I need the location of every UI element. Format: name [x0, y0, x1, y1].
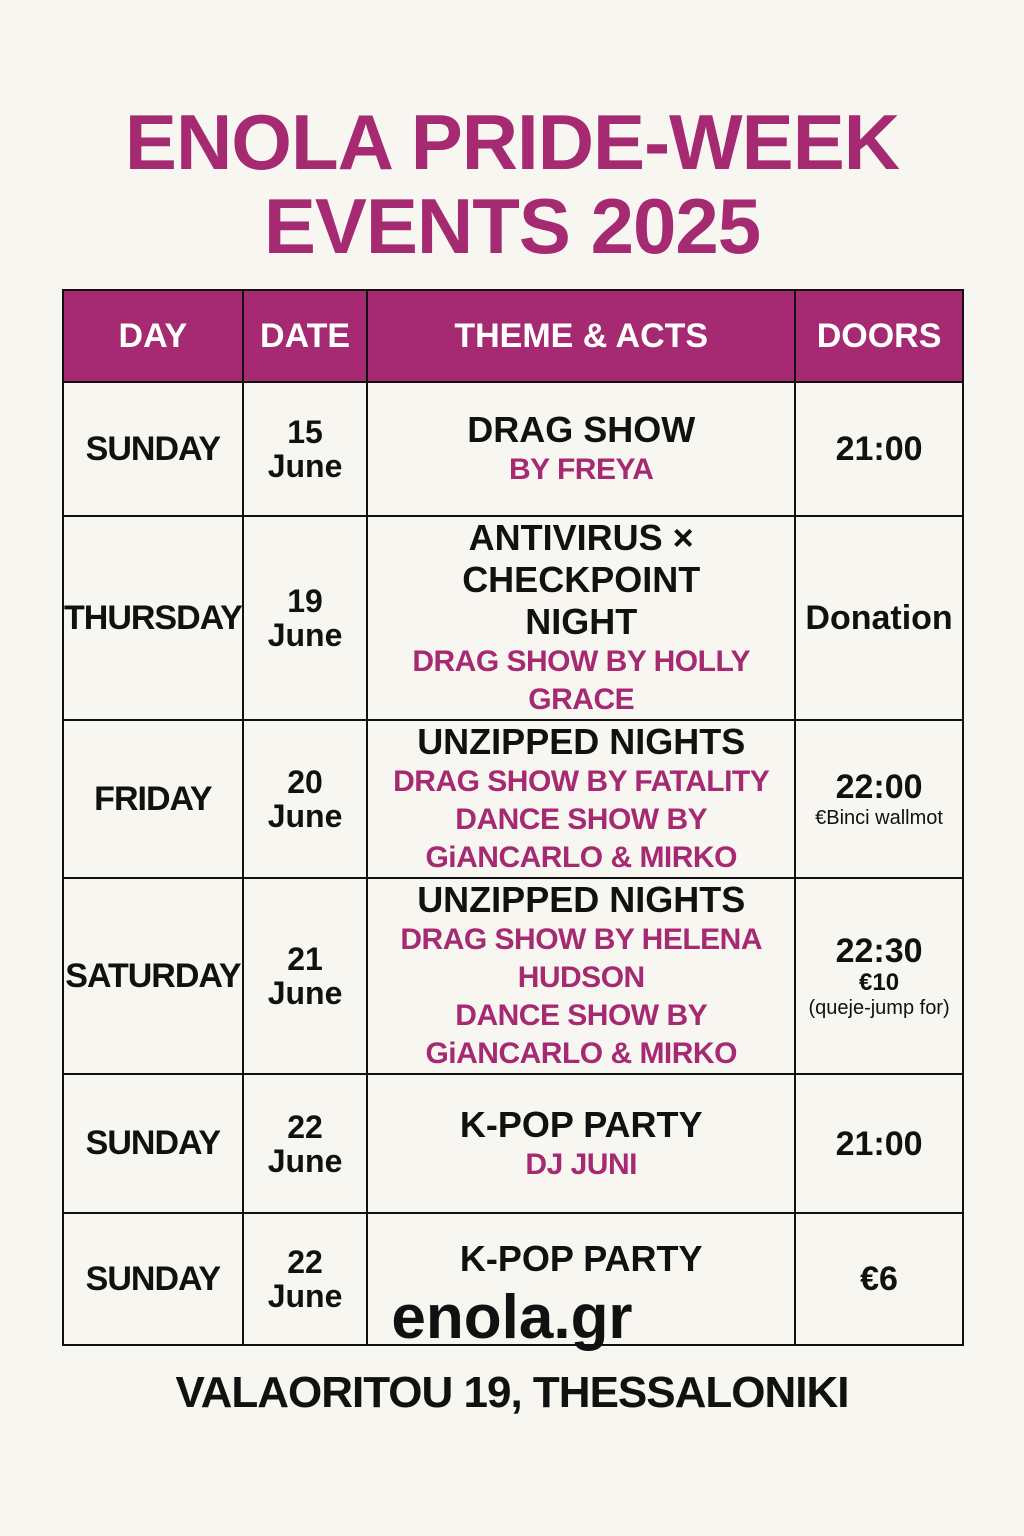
theme: K-POP PARTY: [459, 1103, 703, 1145]
date-day: 22: [287, 1244, 323, 1280]
title-line-2: EVENTS 2025: [263, 182, 761, 270]
date-cell: 22 June: [241, 1073, 369, 1214]
day-cell: SATURDAY: [62, 877, 244, 1075]
day-cell: FRIDAY: [62, 719, 244, 879]
doors-cell: Donation: [794, 515, 964, 721]
act: DRAG SHOW BY FATALITY: [393, 765, 770, 798]
doors-note: €Binci wallmot: [815, 807, 943, 829]
header-doors: DOORS: [794, 289, 964, 383]
day-cell: SUNDAY: [62, 1073, 244, 1214]
doors-cell: 21:00: [794, 1073, 964, 1214]
table-row: SUNDAY 22 June K-POP PARTY €6: [62, 1212, 964, 1346]
theme-cell: ANTIVIRUS × CHECKPOINT NIGHT DRAG SHOW BY…: [366, 515, 797, 721]
table-row: THURSDAY 19 June ANTIVIRUS × CHECKPOINT N…: [62, 515, 964, 721]
theme: ANTIVIRUS × CHECKPOINT NIGHT: [462, 517, 701, 642]
doors-cell: 22:00 €Binci wallmot: [794, 719, 964, 879]
theme-cell: DRAG SHOW BY FREYA: [366, 381, 797, 517]
act: BY FREYA: [509, 453, 654, 486]
date-month: June: [267, 975, 343, 1011]
theme: K-POP PARTY: [459, 1238, 703, 1279]
date-month: June: [267, 1278, 343, 1314]
theme-cell: K-POP PARTY DJ JUNI: [366, 1073, 797, 1214]
poster-title: ENOLA PRIDE-WEEK EVENTS 2025: [0, 100, 1024, 268]
day-cell: SUNDAY: [62, 1212, 244, 1346]
doors-value: 22:00: [835, 768, 923, 806]
date-cell: 20 June: [241, 719, 369, 879]
theme-cell: UNZIPPED NIGHTS DRAG SHOW BY FATALITY DANC…: [366, 719, 797, 879]
date-cell: 22 June: [241, 1212, 369, 1346]
doors-note: €10: [859, 969, 900, 996]
header-day: DAY: [62, 289, 244, 383]
theme-cell: UNZIPPED NIGHTS DRAG SHOW BY HELENA HUDSO…: [366, 877, 797, 1075]
day-cell: SUNDAY: [62, 381, 244, 517]
doors-cell: €6: [794, 1212, 964, 1346]
doors-cell: 22:30 €10 (queje-jump for): [794, 877, 964, 1075]
theme-cell: K-POP PARTY: [366, 1212, 797, 1346]
address: VALAORITOU 19, THESSALONIKI: [175, 1368, 849, 1417]
title-line-1: ENOLA PRIDE-WEEK: [124, 98, 900, 186]
date-day: 19: [287, 583, 323, 619]
act: DRAG SHOW BY HOLLY GRACE: [412, 645, 751, 716]
doors-value: 22:30: [835, 932, 923, 970]
theme: UNZIPPED NIGHTS: [417, 721, 746, 762]
doors-value: Donation: [805, 599, 953, 637]
date-cell: 19 June: [241, 515, 369, 721]
date-month: June: [267, 1142, 343, 1179]
doors-value: €6: [860, 1260, 898, 1298]
act: DANCE SHOW BY GiANCARLO & MIRKO: [425, 803, 737, 874]
header-date: DATE: [241, 289, 369, 383]
date-day: 20: [287, 764, 323, 800]
table-row: SUNDAY 15 June DRAG SHOW BY FREYA 21:00: [62, 381, 964, 517]
act: DANCE SHOW BY GiANCARLO & MIRKO: [425, 999, 737, 1070]
date-day: 22: [287, 1108, 323, 1145]
theme: DRAG SHOW: [467, 409, 696, 450]
doors-value: 21:00: [835, 430, 923, 468]
doors-note-2: (queje-jump for): [808, 997, 950, 1019]
date-cell: 21 June: [241, 877, 369, 1075]
doors-value: 21:00: [835, 1124, 923, 1163]
date-month: June: [267, 448, 343, 484]
day-cell: THURSDAY: [62, 515, 244, 721]
act: DJ JUNI: [525, 1147, 637, 1181]
doors-cell: 21:00: [794, 381, 964, 517]
date-cell: 15 June: [241, 381, 369, 517]
date-day: 15: [287, 414, 323, 450]
date-month: June: [267, 617, 343, 653]
act: DRAG SHOW BY HELENA HUDSON: [400, 923, 763, 994]
events-table: DAY DATE THEME & ACTS DOORS SUNDAY 15 Jun…: [62, 289, 964, 1346]
date-month: June: [267, 798, 343, 834]
website: enola.gr: [391, 1283, 633, 1352]
table-row: FRIDAY 20 June UNZIPPED NIGHTS DRAG SHOW B…: [62, 719, 964, 879]
theme: UNZIPPED NIGHTS: [417, 879, 746, 920]
table-row: SATURDAY 21 June UNZIPPED NIGHTS DRAG SHOW…: [62, 877, 964, 1075]
date-day: 21: [287, 941, 323, 977]
table-header: DAY DATE THEME & ACTS DOORS: [62, 289, 964, 383]
table-row: SUNDAY 22 June K-POP PARTY DJ JUNI 21:00: [62, 1073, 964, 1214]
header-theme: THEME & ACTS: [366, 289, 797, 383]
